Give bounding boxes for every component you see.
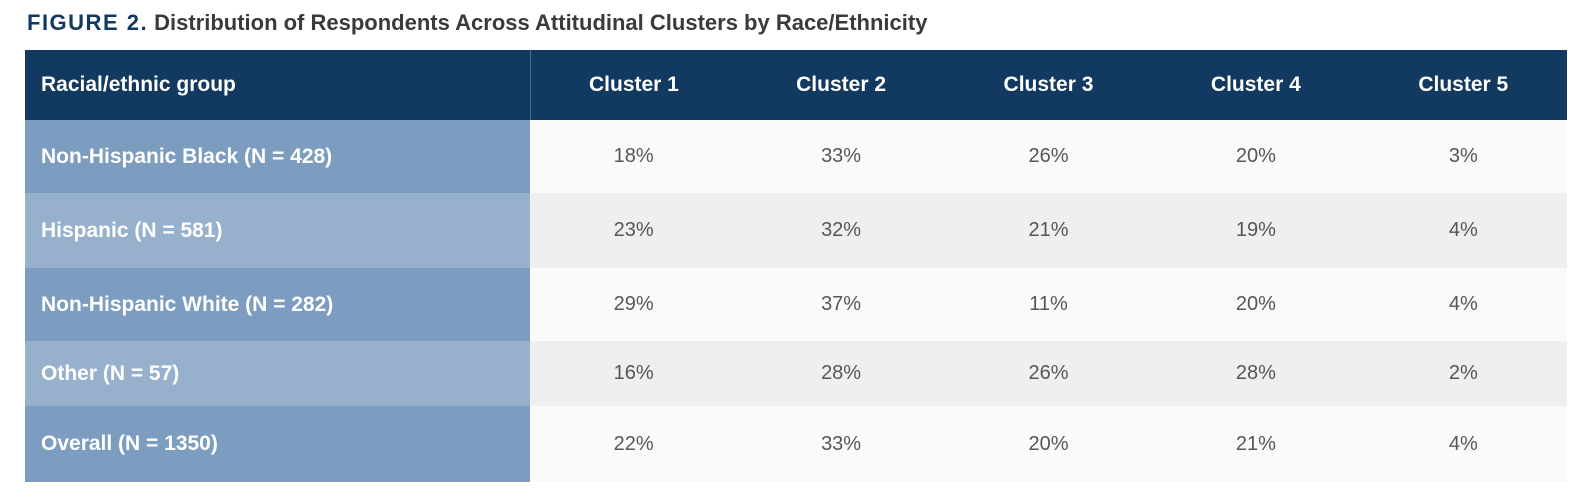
table-row-overall: Overall (N = 1350) 22% 33% 20% 21% 4% (25, 406, 1567, 483)
row-label: Non-Hispanic Black (N = 428) (25, 120, 530, 194)
column-header-cluster-4: Cluster 4 (1152, 50, 1360, 121)
value-cell: 4% (1359, 193, 1567, 269)
value-cell: 4% (1359, 268, 1567, 342)
table-row-other: Other (N = 57) 16% 28% 26% 28% 2% (25, 341, 1567, 407)
column-header-cluster-1: Cluster 1 (529, 50, 738, 121)
value-cell: 26% (944, 120, 1153, 194)
value-cell: 37% (737, 268, 945, 342)
figure-heading: Distribution of Respondents Across Attit… (154, 10, 928, 35)
cluster-distribution-table: Racial/ethnic group Cluster 1 Cluster 2 … (25, 50, 1567, 483)
value-cell: 23% (530, 193, 738, 269)
value-cell: 18% (530, 120, 738, 194)
value-cell: 28% (737, 341, 945, 407)
row-label: Overall (N = 1350) (25, 406, 530, 483)
value-cell: 2% (1359, 341, 1567, 407)
value-cell: 29% (530, 268, 738, 342)
value-cell: 33% (737, 406, 945, 483)
column-header-group: Racial/ethnic group (25, 50, 530, 121)
table-row-non-hispanic-black: Non-Hispanic Black (N = 428) 18% 33% 26%… (25, 120, 1567, 194)
value-cell: 4% (1359, 406, 1567, 483)
column-header-cluster-5: Cluster 5 (1359, 50, 1567, 121)
value-cell: 22% (530, 406, 738, 483)
value-cell: 21% (944, 193, 1153, 269)
row-label: Non-Hispanic White (N = 282) (25, 268, 530, 342)
column-header-cluster-3: Cluster 3 (944, 50, 1153, 121)
value-cell: 11% (944, 268, 1153, 342)
table-row-hispanic: Hispanic (N = 581) 23% 32% 21% 19% 4% (25, 193, 1567, 269)
table-row-non-hispanic-white: Non-Hispanic White (N = 282) 29% 37% 11%… (25, 268, 1567, 342)
figure-label: FIGURE 2. (27, 10, 149, 35)
table-header-row: Racial/ethnic group Cluster 1 Cluster 2 … (25, 50, 1567, 121)
value-cell: 16% (530, 341, 738, 407)
figure-title: FIGURE 2. Distribution of Respondents Acr… (0, 0, 1580, 36)
value-cell: 19% (1152, 193, 1360, 269)
value-cell: 28% (1152, 341, 1360, 407)
column-header-cluster-2: Cluster 2 (737, 50, 945, 121)
value-cell: 3% (1359, 120, 1567, 194)
value-cell: 26% (944, 341, 1153, 407)
value-cell: 20% (1152, 120, 1360, 194)
value-cell: 21% (1152, 406, 1360, 483)
row-label: Hispanic (N = 581) (25, 193, 530, 269)
value-cell: 20% (944, 406, 1153, 483)
value-cell: 20% (1152, 268, 1360, 342)
row-label: Other (N = 57) (25, 341, 530, 407)
value-cell: 32% (737, 193, 945, 269)
value-cell: 33% (737, 120, 945, 194)
